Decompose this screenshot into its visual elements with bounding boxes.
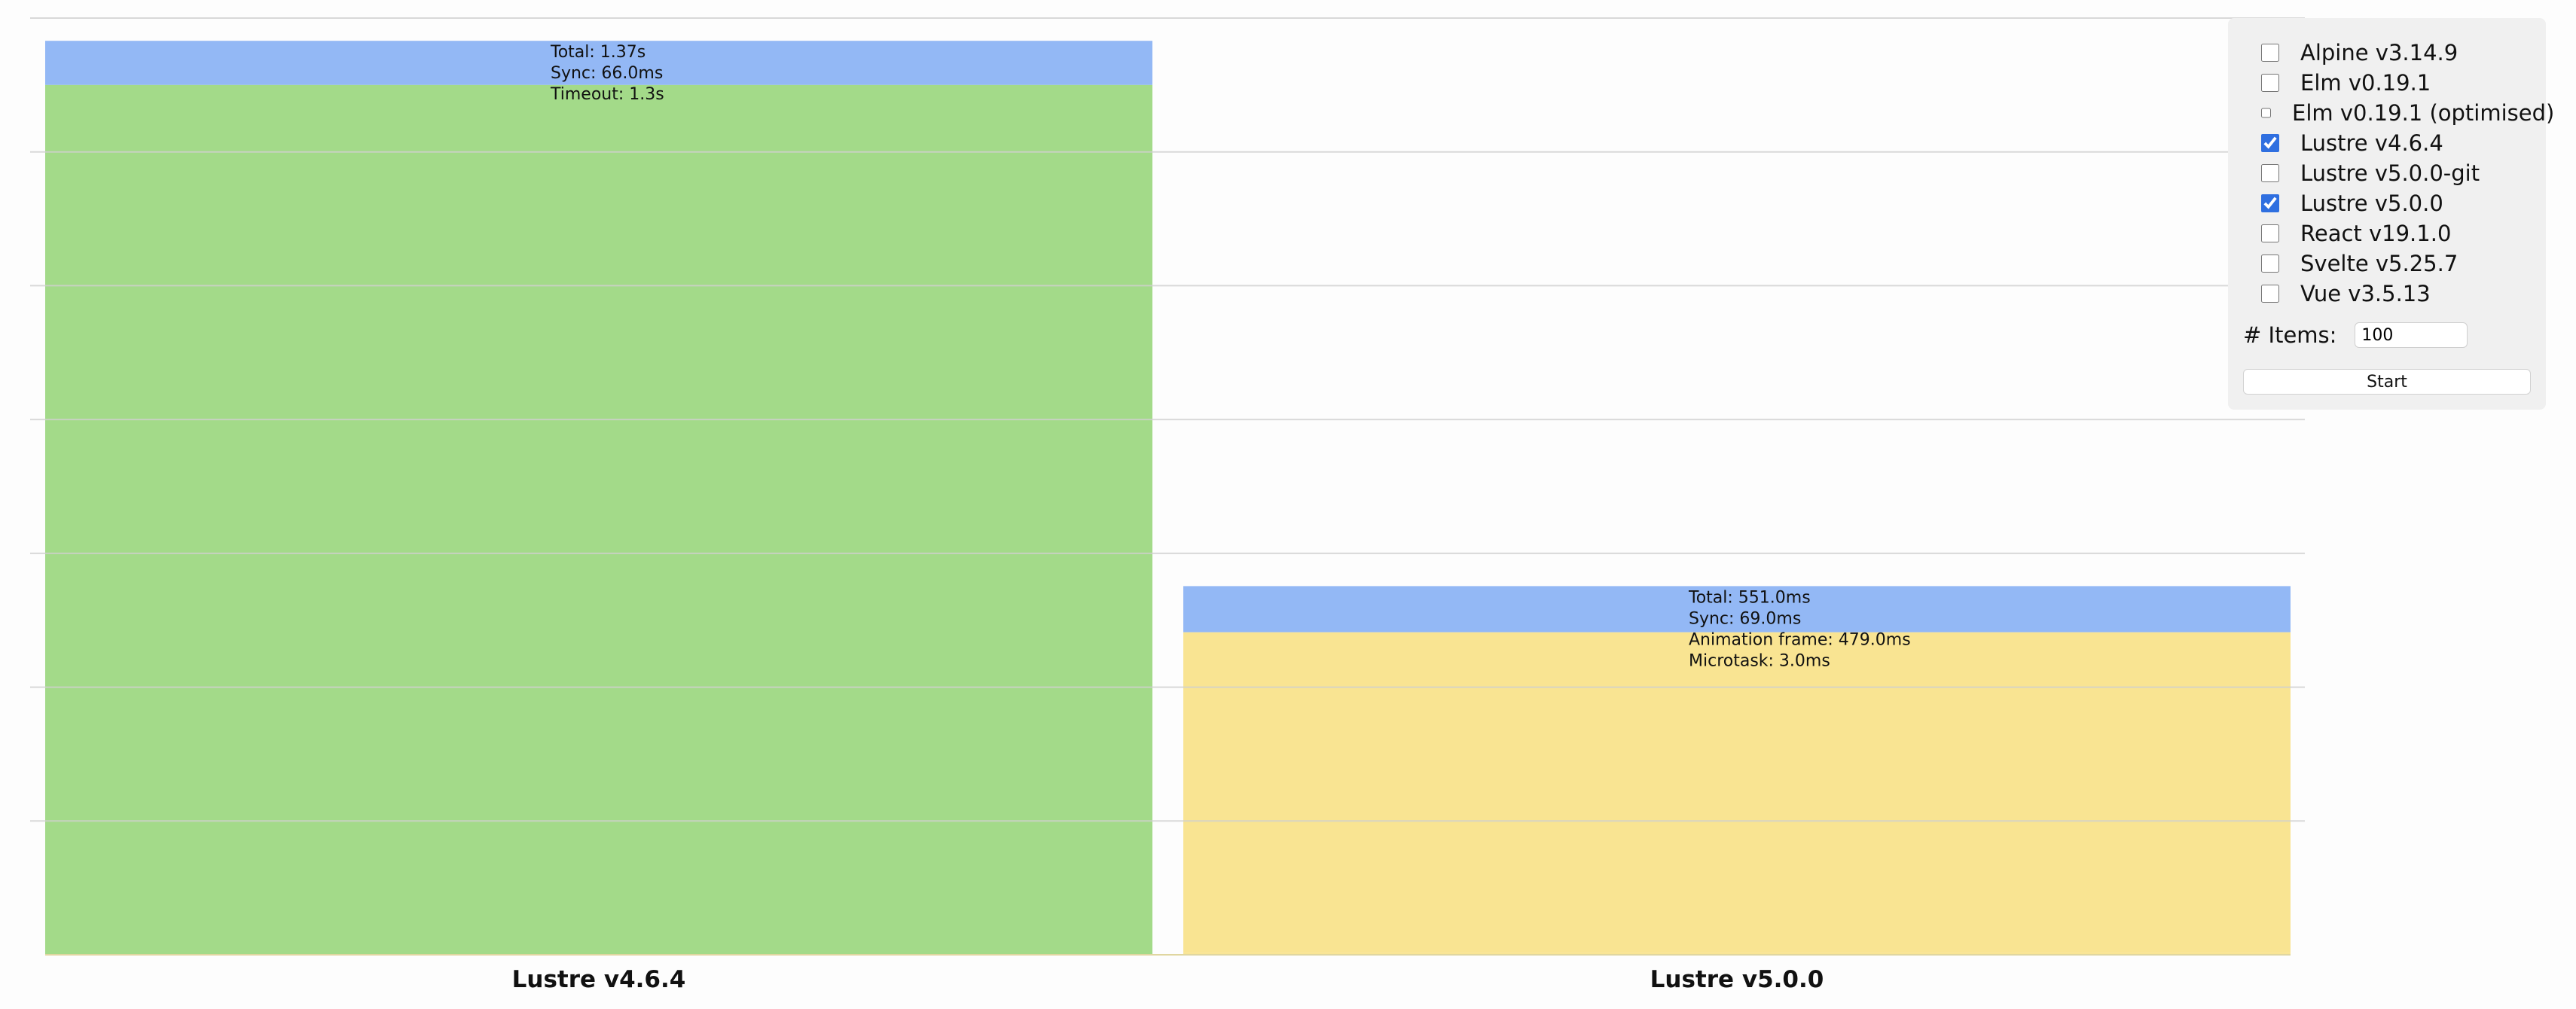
items-row: # Items: <box>2243 318 2531 352</box>
bar-data-label: Total: 551.0ms <box>1688 588 1811 607</box>
x-category-label: Lustre v4.6.4 <box>512 966 686 993</box>
framework-label: Elm v0.19.1 (optimised) <box>2292 100 2555 126</box>
start-button[interactable]: Start <box>2243 369 2531 395</box>
framework-label: Vue v3.5.13 <box>2300 281 2431 306</box>
framework-option[interactable]: Vue v3.5.13 <box>2243 279 2531 309</box>
bar-data-label: Sync: 66.0ms <box>551 64 663 83</box>
bar-segment-microtask <box>1183 953 2291 955</box>
framework-label: Lustre v5.0.0 <box>2300 191 2443 216</box>
bar-segment-animation-frame <box>1183 632 2291 953</box>
framework-checkbox[interactable] <box>2261 74 2279 92</box>
bar-data-label: Timeout: 1.3s <box>550 85 664 104</box>
framework-checkbox[interactable] <box>2261 164 2279 182</box>
control-panel: Alpine v3.14.9 Elm v0.19.1 Elm v0.19.1 (… <box>2228 18 2554 410</box>
framework-option[interactable]: Elm v0.19.1 (optimised) <box>2243 98 2554 128</box>
framework-option[interactable]: Lustre v4.6.4 <box>2243 128 2531 158</box>
bar-segment-sync <box>45 41 1152 85</box>
framework-checkbox[interactable] <box>2261 194 2279 212</box>
bar-segment-timeout <box>45 84 1152 955</box>
framework-list: Alpine v3.14.9 Elm v0.19.1 Elm v0.19.1 (… <box>2243 38 2554 309</box>
bar-segment-sync <box>1183 586 2291 633</box>
bar-data-label: Sync: 69.0ms <box>1689 609 1801 628</box>
framework-label: Alpine v3.14.9 <box>2300 40 2458 66</box>
items-input[interactable] <box>2355 322 2468 348</box>
bar-data-label: Total: 1.37s <box>550 43 646 62</box>
framework-option[interactable]: React v19.1.0 <box>2243 218 2531 248</box>
framework-option[interactable]: Lustre v5.0.0 <box>2243 188 2531 218</box>
framework-label: Svelte v5.25.7 <box>2300 251 2458 276</box>
framework-checkbox[interactable] <box>2261 104 2271 122</box>
framework-option[interactable]: Elm v0.19.1 <box>2243 68 2531 98</box>
framework-checkbox[interactable] <box>2261 255 2279 273</box>
framework-label: React v19.1.0 <box>2300 221 2452 246</box>
framework-label: Lustre v4.6.4 <box>2300 130 2443 156</box>
framework-option[interactable]: Svelte v5.25.7 <box>2243 248 2531 279</box>
bar-data-label: Microtask: 3.0ms <box>1689 651 1830 670</box>
framework-option[interactable]: Lustre v5.0.0-git <box>2243 158 2531 188</box>
framework-label: Elm v0.19.1 <box>2300 70 2431 96</box>
bar-data-label: Animation frame: 479.0ms <box>1689 630 1911 649</box>
items-label: # Items: <box>2243 322 2337 348</box>
framework-checkbox[interactable] <box>2261 134 2279 152</box>
framework-checkbox[interactable] <box>2261 285 2279 303</box>
framework-label: Lustre v5.0.0-git <box>2300 160 2480 186</box>
framework-option[interactable]: Alpine v3.14.9 <box>2243 38 2531 68</box>
framework-checkbox[interactable] <box>2261 44 2279 62</box>
x-category-label: Lustre v5.0.0 <box>1650 966 1824 993</box>
framework-checkbox[interactable] <box>2261 224 2279 242</box>
